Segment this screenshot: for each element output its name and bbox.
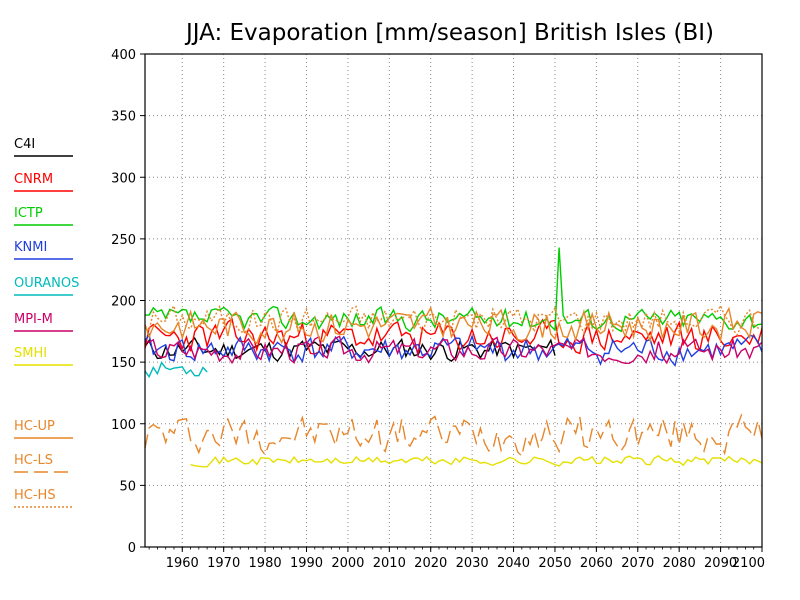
series-line-mpi-m: [144, 335, 763, 365]
x-tick-label: 2060: [580, 556, 613, 571]
y-tick-label: 200: [111, 295, 136, 310]
y-tick-label: 150: [111, 356, 136, 371]
x-tick-label: 2100: [732, 556, 765, 571]
grid: [145, 54, 762, 547]
x-tick-label: 2040: [497, 556, 530, 571]
series-line-hc-ls: [144, 413, 763, 458]
x-tick-label: 1970: [207, 556, 240, 571]
x-axis: 1960 1970 1980 1990 2000 2010 2020 2030 2040 2050…: [148, 547, 765, 571]
y-tick-label: 400: [111, 48, 136, 63]
y-tick-label: 100: [111, 418, 136, 433]
x-tick-label: 1990: [290, 556, 323, 571]
legend-label: OURANOS: [14, 276, 79, 291]
x-tick-label: 2000: [331, 556, 364, 571]
x-tick-label: 1960: [166, 556, 199, 571]
legend-label: ICTP: [14, 206, 43, 221]
x-tick-label: 2010: [373, 556, 406, 571]
series-line-ictp: [144, 247, 763, 333]
x-tick-label: 2090: [704, 556, 737, 571]
legend-label: HC-LS: [14, 453, 53, 468]
x-tick-label: 2080: [663, 556, 696, 571]
legend-label: KNMI: [14, 240, 47, 255]
y-tick-label: 350: [111, 110, 136, 125]
series-line-smhi: [190, 454, 763, 468]
legend-label: SMHI: [14, 346, 47, 361]
y-tick-label: 250: [111, 233, 136, 248]
chart-title: JJA: Evaporation [mm/season] British Isl…: [184, 20, 714, 46]
series-line-hc-hs: [144, 304, 763, 337]
legend-label: C4I: [14, 137, 35, 152]
x-tick-label: 2020: [414, 556, 447, 571]
y-tick-label: 0: [128, 541, 136, 556]
x-tick-label: 2030: [456, 556, 489, 571]
x-tick-label: 1980: [249, 556, 282, 571]
x-tick-label: 2070: [621, 556, 654, 571]
series-line-knmi: [144, 332, 763, 368]
y-tick-label: 300: [111, 171, 136, 186]
series-line-cnrm: [144, 317, 763, 355]
series-line-ouranos: [144, 361, 208, 379]
y-axis: 0 50 100 150 200 250 300 350 400: [111, 48, 145, 556]
legend-label: HC-HS: [14, 488, 56, 503]
y-tick-label: 50: [119, 479, 136, 494]
legend-label: HC-UP: [14, 419, 55, 434]
legend-label: CNRM: [14, 172, 53, 187]
legend-label: MPI-M: [14, 312, 53, 327]
series-group: [144, 247, 763, 468]
x-tick-label: 2050: [538, 556, 571, 571]
legend: C4I CNRM ICTP KNMI OURANOS MPI-M SMHI HC-UP HC-L…: [14, 137, 79, 508]
